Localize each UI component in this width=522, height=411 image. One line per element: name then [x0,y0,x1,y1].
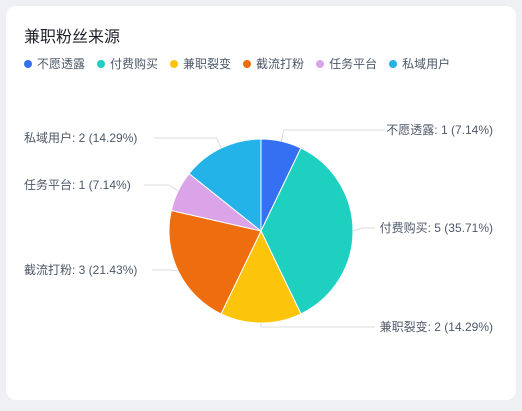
leader-line-4 [144,184,179,192]
chart-title: 兼职粉丝来源 [24,29,121,46]
legend-item-1[interactable]: 付费购买 [97,55,158,72]
slice-label-5: 私域用户: 2 (14.29%) [24,130,137,145]
legend-dot-4 [316,59,325,68]
legend-dot-3 [243,59,252,68]
chart-card: 兼职粉丝来源 不愿透露 付费购买 兼职裂变 截流打粉 任务平台 私域用户 [6,6,516,400]
pie-slice-5[interactable] [188,138,262,233]
slice-label-3: 截流打粉: 3 (21.43%) [24,263,137,277]
legend-label-5: 私域用户 [402,57,451,71]
legend-dot-1 [97,59,106,68]
pie-slice-2[interactable] [220,229,302,324]
legend-label-3: 截流打粉 [256,57,305,71]
legend: 不愿透露 付费购买 兼职裂变 截流打粉 任务平台 私域用户 [24,55,462,72]
legend-dot-0 [24,59,32,68]
legend-item-3[interactable]: 截流打粉 [243,55,304,72]
slice-label-4: 任务平台: 1 (7.14%) [24,177,131,192]
legend-dot-2 [170,59,179,68]
legend-item-0[interactable]: 不愿透露 [24,55,85,72]
leader-line-0 [280,129,385,142]
legend-label-0: 不愿透露 [37,57,86,71]
slice-label-2: 兼职裂变: 2 (14.29%) [380,319,493,334]
legend-item-5[interactable]: 私域用户 [389,55,450,72]
legend-label-1: 付费购买 [110,57,159,71]
slice-label-1: 付费购买: 5 (35.71%) [380,220,493,235]
leader-line-1 [352,227,375,232]
leader-line-2 [260,323,375,328]
leader-line-3 [152,269,179,272]
pie-slice-3[interactable] [168,209,262,315]
leader-line-5 [154,137,222,149]
legend-label-2: 兼职裂变 [183,57,232,71]
legend-label-4: 任务平台 [329,57,378,71]
legend-item-2[interactable]: 兼职裂变 [170,55,231,72]
legend-dot-5 [389,59,398,68]
pie-slice-1[interactable] [260,147,354,315]
slice-label-0: 不愿透露: 1 (7.14%) [386,123,493,137]
legend-item-4[interactable]: 任务平台 [316,55,377,72]
